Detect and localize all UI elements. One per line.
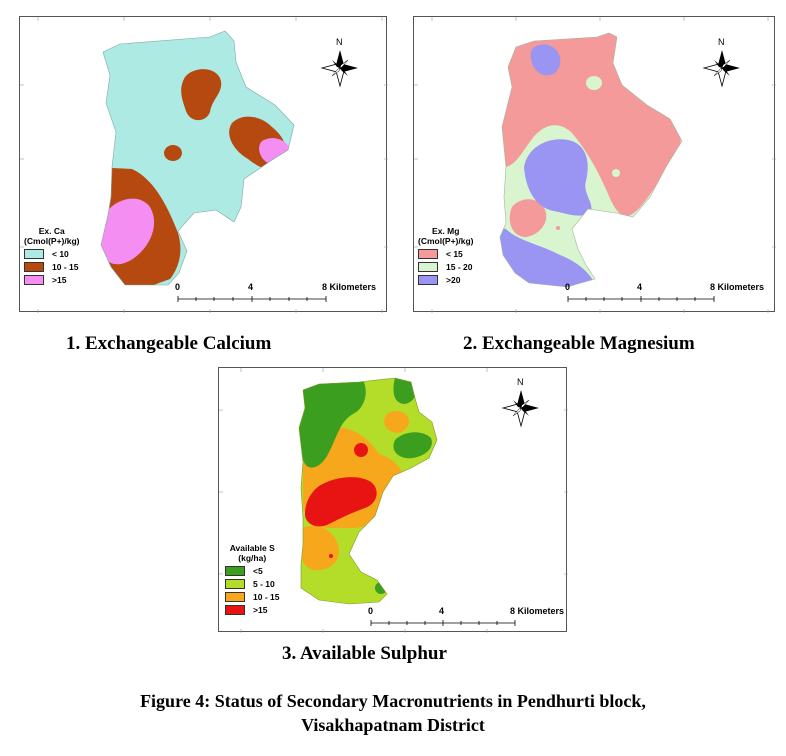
zone-15-20 (586, 76, 602, 90)
legend-unit: (kg/ha) (238, 553, 267, 563)
zone-10-15 (301, 525, 340, 571)
legend-sulphur: Available S (kg/ha) <5 5 - 10 10 - 15 >1… (225, 543, 279, 615)
zone-10-15 (403, 475, 430, 505)
zone-less-5 (393, 378, 417, 404)
zone-less-15 (509, 199, 547, 237)
north-arrow-icon (702, 50, 740, 88)
legend-calcium: Ex. Ca (Cmol(P+)/kg) < 10 10 - 15 >15 (24, 226, 80, 285)
legend-title: Ex. Ca (38, 226, 65, 236)
scale-label-8: 8 Kilometers (322, 282, 377, 292)
calcium-map-svg (20, 17, 388, 313)
zone-less-5 (299, 380, 366, 468)
scale-label-4: 4 (637, 282, 643, 292)
legend-unit: (Cmol(P+)/kg) (418, 236, 474, 246)
zone-less-15 (556, 226, 560, 230)
legend-item: 10 - 15 (225, 592, 279, 602)
sulphur-map-svg (219, 368, 568, 633)
map-panel-sulphur: N Available S (kg/ha) <5 5 - 10 10 - 15 … (218, 367, 568, 633)
legend-item: 5 - 10 (225, 579, 279, 589)
zone-15-20 (612, 169, 620, 177)
scale-bar (370, 620, 516, 626)
legend-unit: (Cmol(P+)/kg) (24, 236, 80, 246)
legend-item: 10 - 15 (24, 262, 80, 272)
legend-item: >15 (24, 275, 80, 285)
legend-item: >15 (225, 605, 279, 615)
scale-label-0: 0 (368, 606, 374, 616)
zone-greater-20 (500, 227, 596, 287)
zone-10-15 (181, 69, 222, 121)
legend-item: <5 (225, 566, 279, 576)
map-panel-calcium: N Ex. Ca (Cmol(P+)/kg) < 10 10 - 15 >15 … (19, 16, 388, 313)
legend-title: Available S (229, 543, 275, 553)
zone-greater-20 (530, 44, 561, 76)
legend-title: Ex. Mg (432, 226, 460, 236)
scale-label-0: 0 (175, 282, 181, 292)
zone-greater-15 (305, 477, 377, 527)
zone-greater-15 (379, 517, 399, 539)
legend-item: 15 - 20 (418, 262, 474, 272)
north-label: N (517, 377, 524, 387)
zone-10-15 (384, 411, 409, 433)
zone-greater-15 (101, 198, 155, 265)
zone-less-5 (375, 582, 387, 594)
zone-10-15 (164, 145, 182, 161)
scale-label-8: 8 Kilometers (510, 606, 565, 616)
scale-bar (177, 296, 327, 302)
caption-magnesium: 2. Exchangeable Magnesium (463, 333, 695, 354)
map-panel-magnesium: N Ex. Mg (Cmol(P+)/kg) < 15 15 - 20 >20 … (413, 16, 776, 313)
magnesium-map-svg (414, 17, 776, 313)
figure-caption-line1: Figure 4: Status of Secondary Macronutri… (140, 691, 646, 711)
north-label: N (336, 37, 343, 47)
scale-bar (567, 296, 715, 302)
zone-less-5 (393, 432, 432, 459)
legend-item: < 10 (24, 249, 80, 259)
north-arrow-icon (320, 50, 358, 88)
zone-greater-15 (354, 443, 368, 457)
legend-item: < 15 (418, 249, 474, 259)
scale-label-0: 0 (565, 282, 571, 292)
caption-calcium: 1. Exchangeable Calcium (66, 333, 272, 354)
caption-sulphur: 3. Available Sulphur (282, 643, 447, 664)
zone-greater-15 (329, 554, 333, 558)
scale-label-8: 8 Kilometers (710, 282, 765, 292)
north-arrow-icon (501, 390, 539, 428)
zone-greater-20 (524, 139, 592, 216)
legend-item: >20 (418, 275, 474, 285)
legend-magnesium: Ex. Mg (Cmol(P+)/kg) < 15 15 - 20 >20 (418, 226, 474, 285)
scale-label-4: 4 (439, 606, 445, 616)
zone-less-15 (500, 33, 681, 217)
figure-caption-line2: Visakhapatnam District (301, 715, 485, 735)
north-label: N (718, 37, 725, 47)
scale-label-4: 4 (248, 282, 254, 292)
